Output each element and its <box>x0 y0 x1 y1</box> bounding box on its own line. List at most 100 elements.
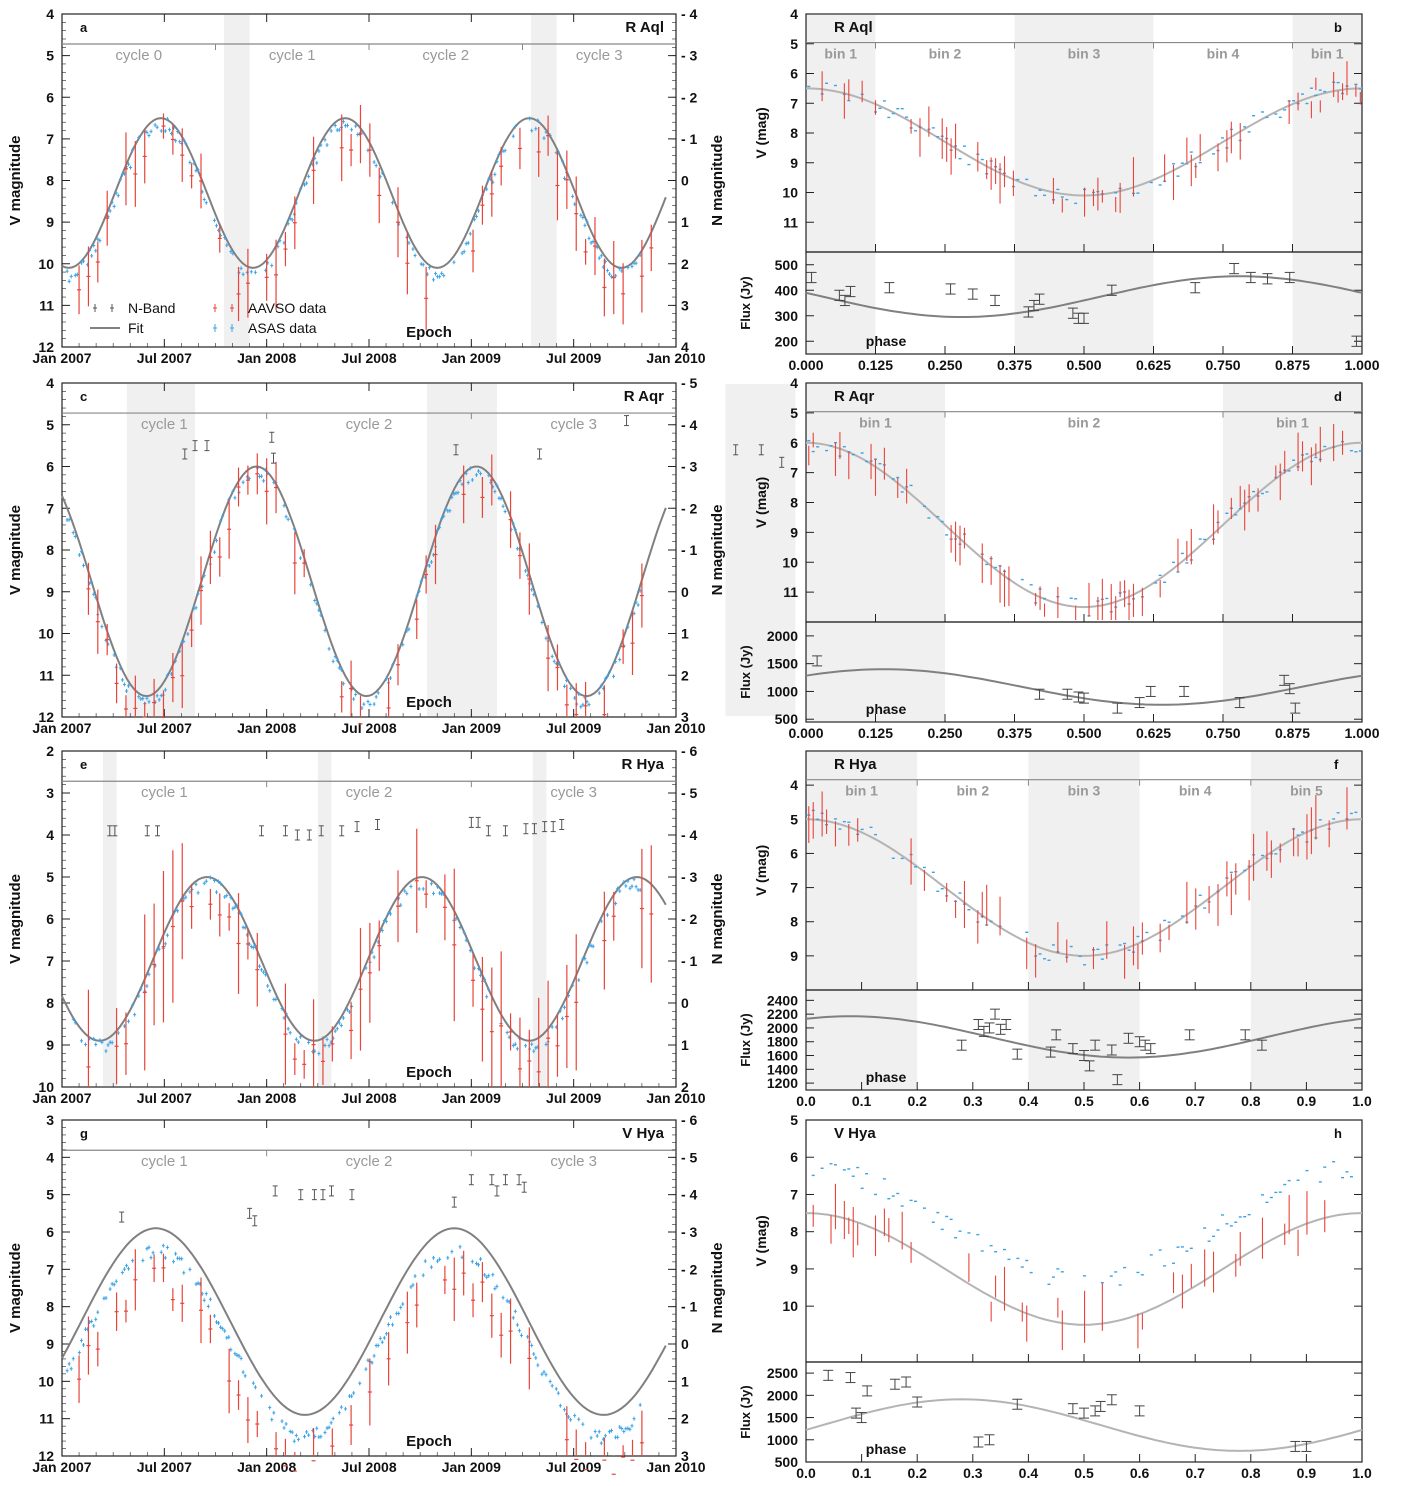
x-tick-label: 0.500 <box>1066 725 1101 741</box>
fit-curve <box>61 117 667 269</box>
cycle-label: cycle 2 <box>346 416 393 433</box>
x-tick-label: 0.2 <box>907 1093 927 1109</box>
y-tick-label: 7 <box>790 1186 798 1202</box>
x-axis-title: Epoch <box>406 694 452 711</box>
x-tick-label: Jul 2009 <box>546 1090 601 1106</box>
phase-bin-shade <box>1250 752 1362 1089</box>
y2-tick-label: - 2 <box>681 89 698 105</box>
phase-bin-shade <box>102 752 117 1086</box>
bin-label: bin 2 <box>956 783 989 799</box>
bin-label: bin 1 <box>1311 46 1344 62</box>
bin-label: bin 3 <box>1068 783 1101 799</box>
y-tick-label: 10 <box>782 554 798 570</box>
y-tick-label: 5 <box>790 1112 798 1128</box>
y-tick-label: 2 <box>46 743 54 759</box>
y-tick-label: 5 <box>790 36 798 52</box>
phase-bin-shade <box>317 752 332 1086</box>
y-tick-label: 4 <box>46 375 54 391</box>
y-tick-label: 12 <box>38 339 54 355</box>
x-tick-label: 0.7 <box>1185 1093 1205 1109</box>
y-tick-label: 7 <box>790 95 798 111</box>
phase-bin-shade <box>426 384 497 716</box>
x-tick-label: Jul 2009 <box>546 350 601 366</box>
y-tick-label: 11 <box>783 584 798 600</box>
x-axis-title: Epoch <box>406 1064 452 1081</box>
y-axis-title: V magnitude <box>7 1243 24 1333</box>
y2-tick-label: - 5 <box>681 375 698 391</box>
phase-bin-shade <box>806 384 945 721</box>
cycle-label: cycle 2 <box>346 1153 393 1170</box>
x-tick-label: 0.625 <box>1136 725 1171 741</box>
bin-label: bin 1 <box>1276 415 1309 431</box>
y-tick-label: 11 <box>39 297 54 313</box>
y2-tick-label: - 2 <box>681 911 698 927</box>
fit-curve-bottom <box>805 1398 1363 1452</box>
bin-label: bin 5 <box>1290 783 1323 799</box>
y-axis-title: V (mag) <box>753 845 769 896</box>
y-tick-label: 10 <box>38 1079 54 1095</box>
y2-tick-label: - 6 <box>681 1112 698 1128</box>
panel-label: b <box>1334 20 1342 35</box>
bin-label: bin 1 <box>845 783 878 799</box>
y-tick-label: 1500 <box>767 656 798 672</box>
x-axis-title: phase <box>866 1069 907 1085</box>
y-tick-label: 8 <box>790 914 798 930</box>
x-tick-label: 0.5 <box>1074 1093 1094 1109</box>
x-tick-label: 0.4 <box>1019 1465 1039 1481</box>
y-tick-label: 6 <box>46 459 54 475</box>
x-tick-label: 0.0 <box>796 1465 816 1481</box>
fit-curve <box>61 1227 667 1416</box>
x-tick-label: 0.000 <box>788 725 823 741</box>
x-tick-label: Jan 2008 <box>237 720 296 736</box>
star-name: R Aql <box>834 19 873 36</box>
y2-tick-label: - 3 <box>681 459 698 475</box>
x-tick-label: Jan 2007 <box>32 350 91 366</box>
y2-tick-label: - 1 <box>681 953 698 969</box>
x-axis-title: Epoch <box>406 324 452 341</box>
x-tick-label: 1.0 <box>1352 1093 1372 1109</box>
x-tick-label: Jul 2009 <box>546 720 601 736</box>
y-tick-label: 4 <box>790 6 798 22</box>
x-tick-label: Jul 2008 <box>341 350 396 366</box>
x-tick-label: Jan 2010 <box>646 350 705 366</box>
star-name: R Hya <box>834 756 877 773</box>
legend-label: AAVSO data <box>248 300 327 316</box>
y-tick-label: 8 <box>790 125 798 141</box>
y-tick-label: 6 <box>790 435 798 451</box>
y2-tick-label: 2 <box>681 1079 689 1095</box>
y-tick-label: 300 <box>775 308 799 324</box>
y-tick-label: 9 <box>790 1261 798 1277</box>
y-tick-label: 10 <box>782 1298 798 1314</box>
y2-tick-label: 3 <box>681 297 689 313</box>
phase-bin-shade <box>531 15 557 346</box>
y-tick-label: 9 <box>790 155 798 171</box>
panel-h: V Hya h 5 6 7 8 9 10 500 1000 1500 2000 2500 0.0 0.1 0.… <box>738 1112 1372 1481</box>
y-tick-label: 7 <box>46 1261 54 1277</box>
y-tick-label: 10 <box>38 256 54 272</box>
y2-tick-label: 1 <box>681 1373 689 1389</box>
panel-label: e <box>80 757 87 772</box>
y2-tick-label: - 2 <box>681 1261 698 1277</box>
star-name: V Hya <box>622 1125 664 1142</box>
x-tick-label: 0.000 <box>788 357 823 373</box>
legend-label: Fit <box>128 320 144 336</box>
y2-tick-label: 0 <box>681 173 689 189</box>
x-tick-label: Jul 2008 <box>341 1090 396 1106</box>
x-tick-label: 0.875 <box>1275 357 1310 373</box>
phase-bin-shade <box>126 384 196 716</box>
phase-bin-shade <box>224 15 250 346</box>
x-tick-label: 0.125 <box>858 725 893 741</box>
y-tick-label: 4 <box>46 6 54 22</box>
y-tick-label: 7 <box>790 880 798 896</box>
y-tick-label: 6 <box>790 1149 798 1165</box>
y-tick-label: 4 <box>46 827 54 843</box>
x-axis-title: phase <box>866 1441 907 1457</box>
star-name: R Hya <box>621 756 664 773</box>
y2-tick-label: - 3 <box>681 48 698 64</box>
x-tick-label: 0.1 <box>852 1465 872 1481</box>
y-tick-label: 6 <box>46 89 54 105</box>
phase-bin-shade <box>1028 752 1140 1089</box>
y-tick-label: 7 <box>46 131 54 147</box>
